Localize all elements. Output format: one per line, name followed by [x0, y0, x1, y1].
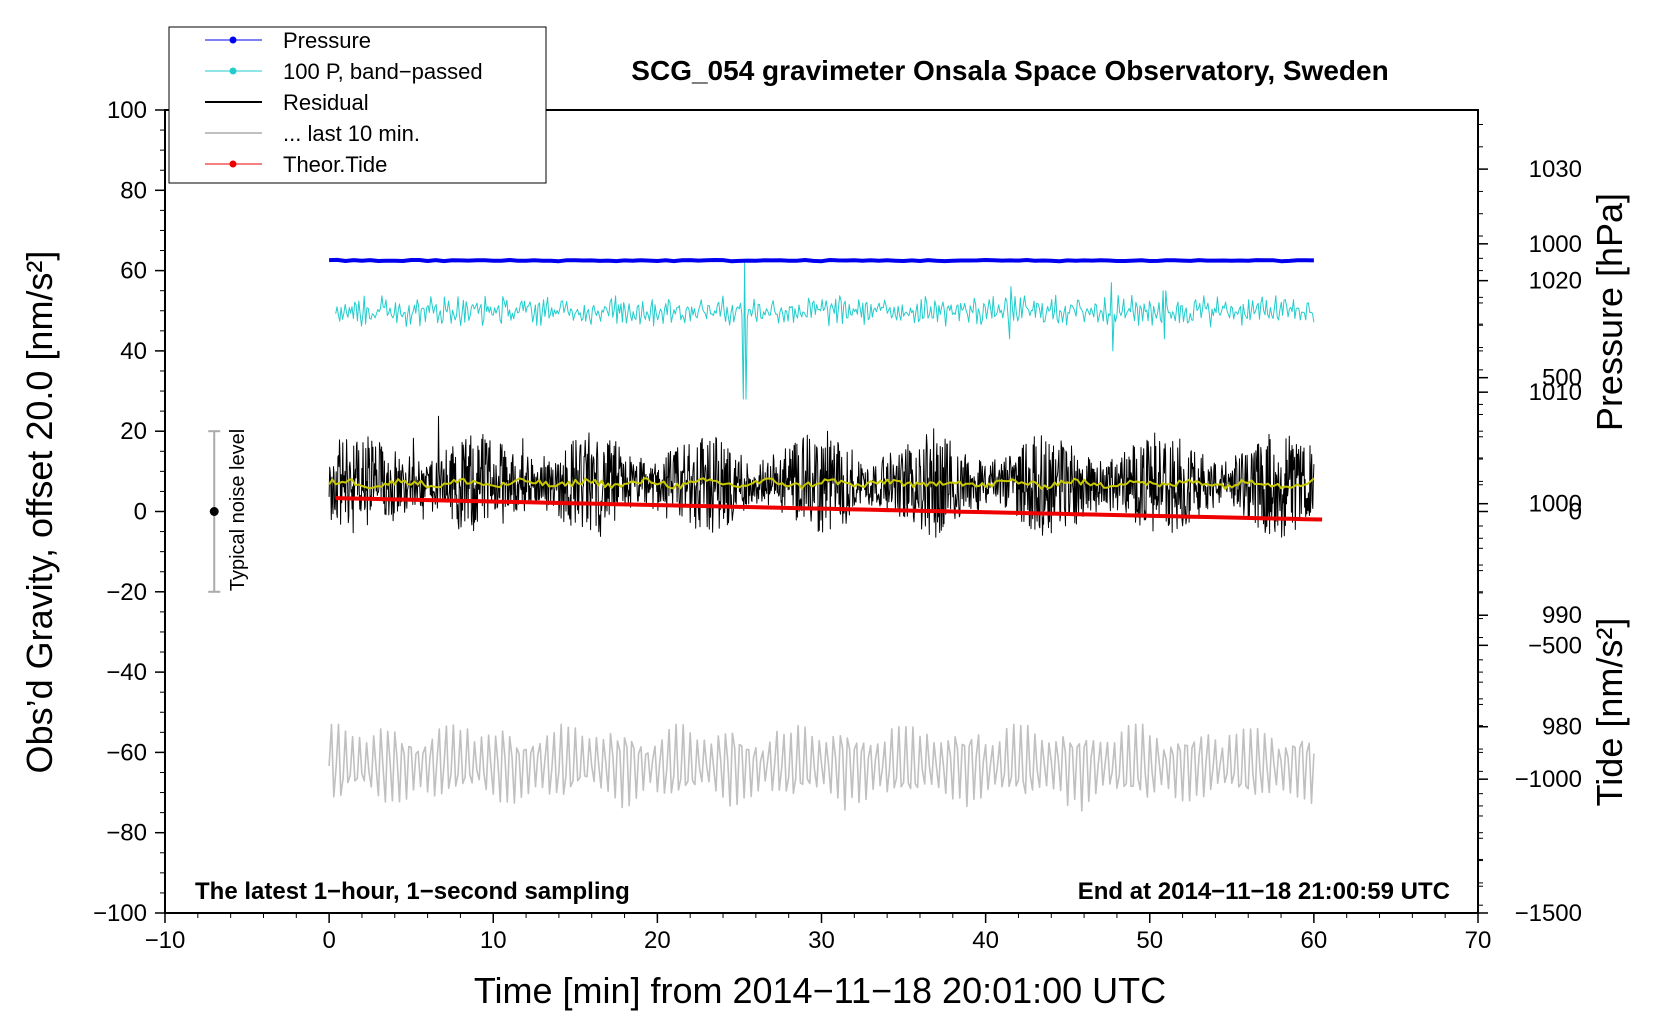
noise-indicator: Typical noise level: [208, 429, 249, 593]
y-tick-label: −40: [106, 659, 147, 686]
pressure-tick-label: 990: [1542, 602, 1582, 629]
legend-swatch-dot: [229, 36, 237, 44]
y-tick-label: 0: [134, 499, 147, 526]
noise-center-dot: [209, 507, 219, 516]
x-tick-label: 30: [808, 927, 835, 954]
legend-label: Residual: [283, 90, 369, 115]
legend-label: 100 P, band−passed: [283, 59, 483, 84]
bandpassed-pressure-line: [335, 262, 1315, 400]
pressure-tick-label: 1010: [1529, 379, 1582, 406]
tide-tick-label: −1000: [1515, 766, 1582, 793]
y-axis-title-tide: Tide [nm/s²]: [1589, 618, 1630, 807]
annotation-left: The latest 1−hour, 1−second sampling: [195, 878, 630, 905]
y-tick-label: −20: [106, 579, 147, 606]
x-axis-title: Time [min] from 2014−11−18 20:01:00 UTC: [474, 970, 1166, 1011]
tide-tick-label: −500: [1528, 632, 1582, 659]
y-tick-label: 80: [120, 177, 147, 204]
x-tick-label: 20: [644, 927, 671, 954]
pressure-line: [329, 257, 1314, 264]
tide-tick-label: 0: [1569, 499, 1582, 526]
theoretical-tide-line: [335, 496, 1323, 522]
pressure-tick-label: 1020: [1529, 268, 1582, 295]
pressure-tick-label: 980: [1542, 714, 1582, 741]
axes-layer: −10 0 10 20 30 40 50 60 70−100−80−60−40−20020406…: [93, 97, 1582, 954]
y-tick-label: −100: [93, 900, 147, 927]
legend-items: Pressure 100 P, band−passed Residual ... la…: [205, 28, 483, 177]
y-tick-label: −60: [106, 739, 147, 766]
legend-swatch-dot: [229, 67, 237, 75]
y-tick-label: 100: [107, 97, 147, 124]
x-tick-label: 40: [972, 927, 999, 954]
residual-line: [328, 415, 1315, 538]
x-tick-label: 0: [322, 927, 335, 954]
pressure-tick-label: 1030: [1529, 156, 1582, 183]
y-axis-title-left: Obs’d Gravity, offset 20.0 [nm/s²]: [19, 251, 60, 774]
tide-tick-label: 500: [1542, 365, 1582, 392]
legend-label: Theor.Tide: [283, 152, 387, 177]
legend-label: ... last 10 min.: [283, 121, 420, 146]
y-tick-label: 20: [120, 418, 147, 445]
pressure-tick-label: 1000: [1529, 491, 1582, 518]
x-tick-label: 60: [1301, 927, 1328, 954]
y-tick-label: 40: [120, 338, 147, 365]
y-tick-label: 60: [120, 258, 147, 285]
series-layer: [328, 257, 1323, 812]
tide-tick-label: 1000: [1529, 231, 1582, 258]
x-tick-label: −10: [145, 927, 186, 954]
legend-label: Pressure: [283, 28, 371, 53]
smoothed-residual-line: [328, 477, 1315, 490]
x-tick-label: 50: [1136, 927, 1163, 954]
chart-title: SCG_054 gravimeter Onsala Space Observat…: [631, 55, 1388, 86]
x-tick-label: 10: [480, 927, 507, 954]
legend: Pressure 100 P, band−passed Residual ... la…: [168, 26, 547, 184]
y-tick-label: −80: [106, 820, 147, 847]
y-axis-title-pressure: Pressure [hPa]: [1589, 193, 1630, 431]
last-10-min-line: [328, 723, 1315, 812]
annotation-right: End at 2014−11−18 21:00:59 UTC: [1078, 878, 1450, 905]
legend-swatch-dot: [229, 160, 237, 168]
tide-tick-label: −1500: [1515, 900, 1582, 927]
noise-label: Typical noise level: [227, 429, 249, 591]
legend-box: [168, 26, 547, 184]
x-tick-label: 70: [1465, 927, 1492, 954]
